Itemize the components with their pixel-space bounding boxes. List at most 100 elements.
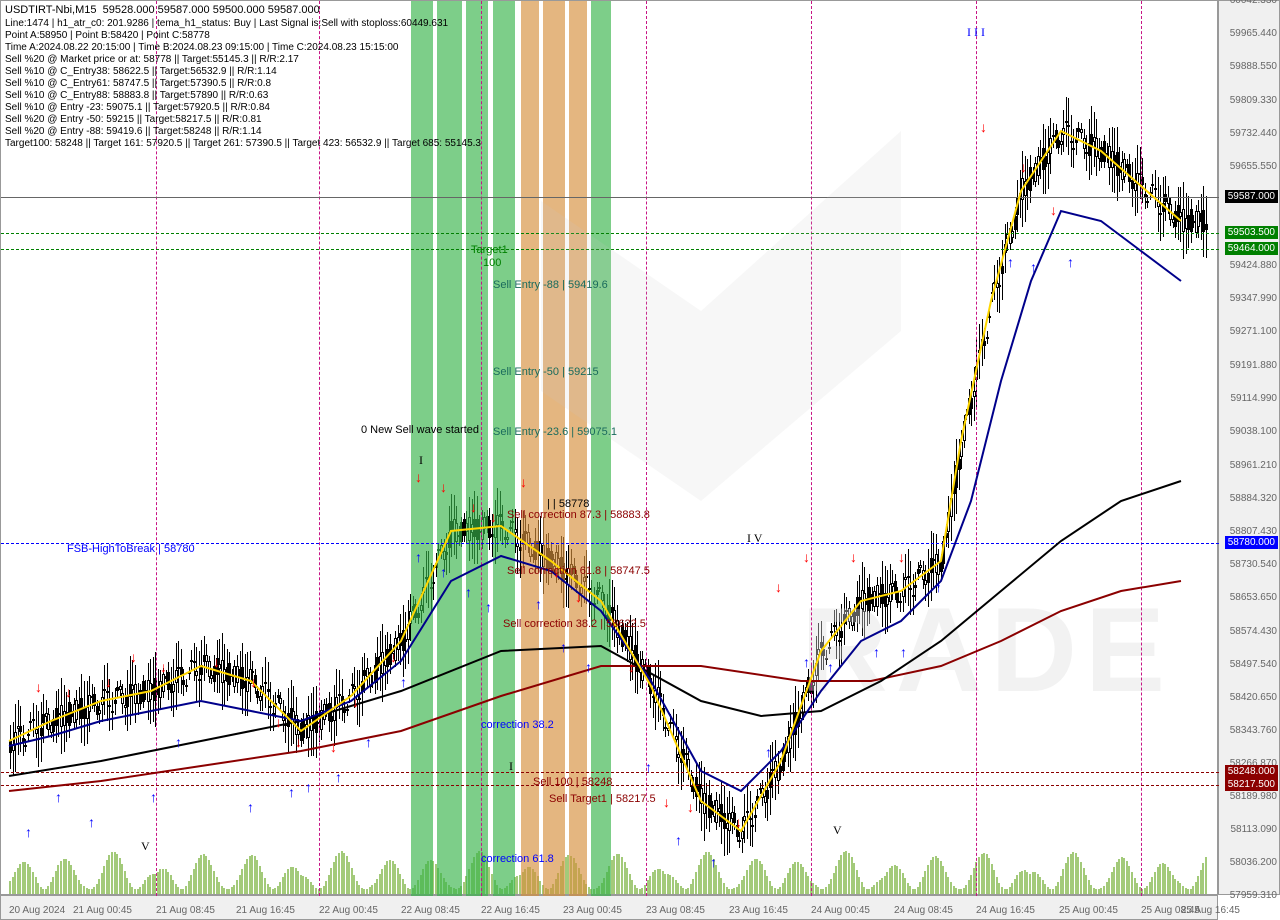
price-tick: 58113.090 [1230, 824, 1277, 835]
arrow-down-icon: ↓ [160, 659, 167, 675]
arrow-down-icon: ↓ [470, 499, 477, 515]
time-tick: 23 Aug 16:45 [729, 905, 788, 916]
info-line: Target100: 58248 || Target 161: 57920.5 … [5, 138, 481, 149]
arrow-up-icon: ↑ [935, 579, 942, 595]
info-line: Sell %10 @ Entry -23: 59075.1 || Target:… [5, 102, 270, 113]
time-axis: 20 Aug 202421 Aug 00:4521 Aug 08:4521 Au… [0, 895, 1218, 920]
price-tick: 59114.990 [1230, 393, 1277, 404]
arrow-up-icon: ↑ [1067, 254, 1074, 270]
info-line: Sell %10 @ C_Entry38: 58622.5 || Target:… [5, 66, 277, 77]
arrow-up-icon: ↑ [88, 814, 95, 830]
arrow-down-icon: ↓ [35, 679, 42, 695]
price-tick: 60042.330 [1230, 0, 1277, 6]
price-tag: 58248.000 [1225, 765, 1278, 778]
arrow-down-icon: ↓ [490, 509, 497, 525]
chart-label: Sell 100 | 58248 [533, 776, 612, 788]
arrow-down-icon: ↓ [105, 674, 112, 690]
arrow-up-icon: ↑ [645, 759, 652, 775]
arrow-up-icon: ↑ [288, 784, 295, 800]
arrow-up-icon: ↑ [305, 779, 312, 795]
arrow-up-icon: ↑ [1030, 259, 1037, 275]
time-tick: 22 Aug 16:45 [481, 905, 540, 916]
price-tick: 59347.990 [1230, 293, 1277, 304]
arrow-up-icon: ↑ [560, 639, 567, 655]
arrow-up-icon: ↑ [765, 744, 772, 760]
chart-label: correction 61.8 [481, 853, 554, 865]
info-line: Sell %10 @ C_Entry88: 58883.8 || Target:… [5, 90, 268, 101]
arrow-up-icon: ↑ [400, 674, 407, 690]
time-tick: 24 Aug 08:45 [894, 905, 953, 916]
chart-container: RADE ↑↑↑↑↑↑↑↑↑↑↑↑↑↑↑↑↑↑↑↑↑↑↑↑↑↑↑↑↑↑↓↓↓↓↓… [0, 0, 1280, 920]
arrow-up-icon: ↑ [535, 596, 542, 612]
price-tick: 59965.440 [1230, 28, 1277, 39]
price-tick: 59809.330 [1230, 95, 1277, 106]
arrow-down-icon: ↓ [735, 814, 742, 830]
arrow-up-icon: ↑ [335, 769, 342, 785]
arrow-down-icon: ↓ [575, 589, 582, 605]
chart-label: Sell correction 87.3 | 58883.8 [507, 509, 650, 521]
arrow-down-icon: ↓ [352, 694, 359, 710]
arrow-down-icon: ↓ [803, 549, 810, 565]
arrow-up-icon: ↑ [585, 659, 592, 675]
time-tick: 21 Aug 00:45 [73, 905, 132, 916]
time-tick: 22 Aug 08:45 [401, 905, 460, 916]
chart-label: Sell Entry -23.6 | 59075.1 [493, 426, 617, 438]
wave-label: I V [747, 531, 762, 546]
arrow-up-icon: ↑ [675, 832, 682, 848]
time-tick: 25 Aug 00:45 [1059, 905, 1118, 916]
price-tick: 59038.100 [1230, 426, 1277, 437]
info-line: Sell %20 @ Market price or at: 58778 || … [5, 54, 299, 65]
arrow-down-icon: ↓ [65, 684, 72, 700]
arrow-up-icon: ↑ [710, 854, 717, 870]
time-tick: 21 Aug 08:45 [156, 905, 215, 916]
price-tag: 58217.500 [1225, 778, 1278, 791]
price-tick: 59191.880 [1230, 360, 1277, 371]
chart-label: Sell correction 38.2 | 58622.5 [503, 618, 646, 630]
chart-label: Target1 [471, 244, 508, 256]
price-tick: 58961.210 [1230, 460, 1277, 471]
chart-label: Sell Target1 | 58217.5 [549, 793, 656, 805]
wave-label: V [833, 823, 842, 838]
arrow-down-icon: ↓ [1020, 159, 1027, 175]
chart-label: Sell correction 61.8 | 58747.5 [507, 565, 650, 577]
arrow-down-icon: ↓ [390, 649, 397, 665]
price-tick: 59655.550 [1230, 161, 1277, 172]
time-tick: 23 Aug 08:45 [646, 905, 705, 916]
price-axis: 60042.330 59965.440 59888.550 59809.330 5973… [1218, 0, 1280, 895]
price-tick: 59888.550 [1230, 61, 1277, 72]
arrow-up-icon: ↑ [25, 824, 32, 840]
chart-area[interactable]: RADE ↑↑↑↑↑↑↑↑↑↑↑↑↑↑↑↑↑↑↑↑↑↑↑↑↑↑↑↑↑↑↓↓↓↓↓… [0, 0, 1218, 895]
price-tick: 59732.440 [1230, 128, 1277, 139]
arrow-up-icon: ↑ [827, 659, 834, 675]
price-tick: 59271.100 [1230, 326, 1277, 337]
wave-label: I [419, 453, 423, 468]
price-tag: 59503.500 [1225, 226, 1278, 239]
chart-label: 100 [483, 257, 501, 269]
arrow-down-icon: ↓ [687, 799, 694, 815]
price-tag: 58780.000 [1225, 536, 1278, 549]
arrow-up-icon: ↑ [415, 549, 422, 565]
arrow-up-icon: ↑ [365, 734, 372, 750]
info-line: Point A:58950 | Point B:58420 | Point C:… [5, 30, 210, 41]
time-tick: 24 Aug 00:45 [811, 905, 870, 916]
arrow-down-icon: ↓ [213, 654, 220, 670]
arrow-down-icon: ↓ [898, 549, 905, 565]
info-line: Sell %10 @ C_Entry61: 58747.5 || Target:… [5, 78, 271, 89]
arrow-down-icon: ↓ [628, 659, 635, 675]
arrow-down-icon: ↓ [850, 549, 857, 565]
time-tick: 22 Aug 00:45 [319, 905, 378, 916]
time-tick: 24 Aug 16:45 [976, 905, 1035, 916]
arrow-up-icon: ↑ [1007, 254, 1014, 270]
wave-label: V [141, 839, 150, 854]
price-tick: 58497.540 [1230, 659, 1277, 670]
price-tag: 59464.000 [1225, 242, 1278, 255]
price-tick: 58807.430 [1230, 526, 1277, 537]
info-line: Line:1474 | h1_atr_c0: 201.9286 | tema_h… [5, 18, 448, 29]
arrow-up-icon: ↑ [485, 599, 492, 615]
arrow-down-icon: ↓ [663, 794, 670, 810]
price-tick: 58574.430 [1230, 626, 1277, 637]
arrow-down-icon: ↓ [415, 469, 422, 485]
info-line: Sell %20 @ Entry -88: 59419.6 || Target:… [5, 126, 262, 137]
price-tick: 57959.310 [1230, 890, 1277, 901]
arrow-down-icon: ↓ [980, 119, 987, 135]
